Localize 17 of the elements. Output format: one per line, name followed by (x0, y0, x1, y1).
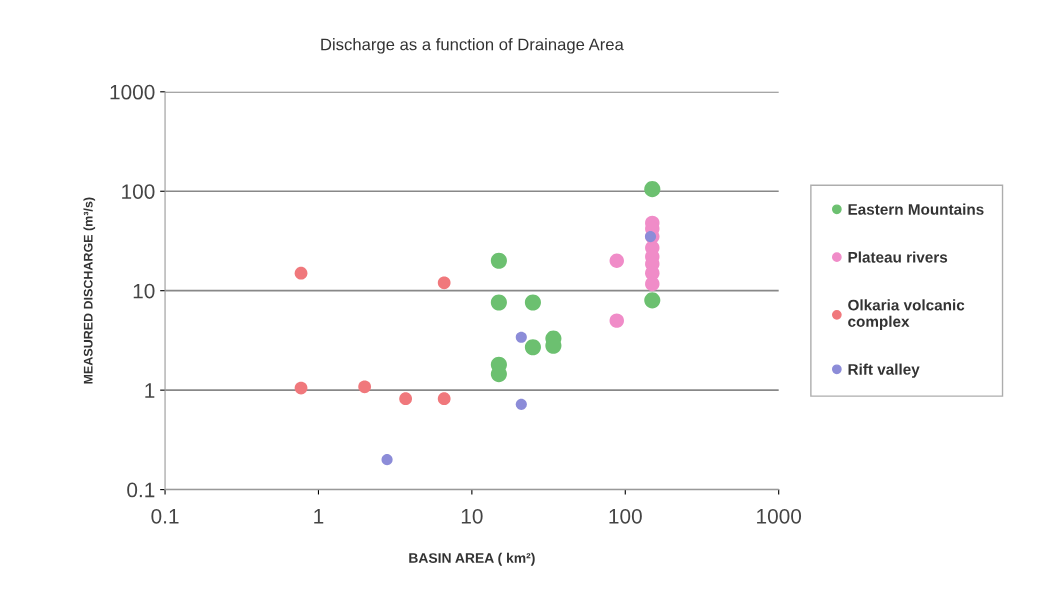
y-tick-label: 0.1 (127, 482, 155, 498)
chart-title: Discharge as a function of Drainage Area (321, 38, 624, 54)
x-tick-label: 1000 (757, 508, 802, 524)
x-tick-label: 1 (314, 509, 324, 524)
y-axis-title: MEASURED DISCHARGE (m³/s) (83, 197, 96, 384)
y-tick-label: 1 (145, 383, 155, 398)
y-tick-label: 1000 (110, 84, 155, 100)
legend-label: Rift valley (848, 363, 920, 378)
x-tick-label: 100 (609, 508, 642, 524)
legend-label: Eastern Mountains (848, 203, 984, 215)
legend-label: Olkaria volcanic complex (848, 299, 965, 330)
y-tick-label: 10 (133, 283, 155, 299)
legend-label: Plateau rivers (848, 251, 948, 263)
x-tick-label: 10 (461, 508, 483, 524)
x-axis-title: BASIN AREA ( km²) (409, 552, 535, 566)
x-tick-label: 0.1 (151, 508, 179, 524)
y-tick-label: 100 (122, 184, 155, 199)
